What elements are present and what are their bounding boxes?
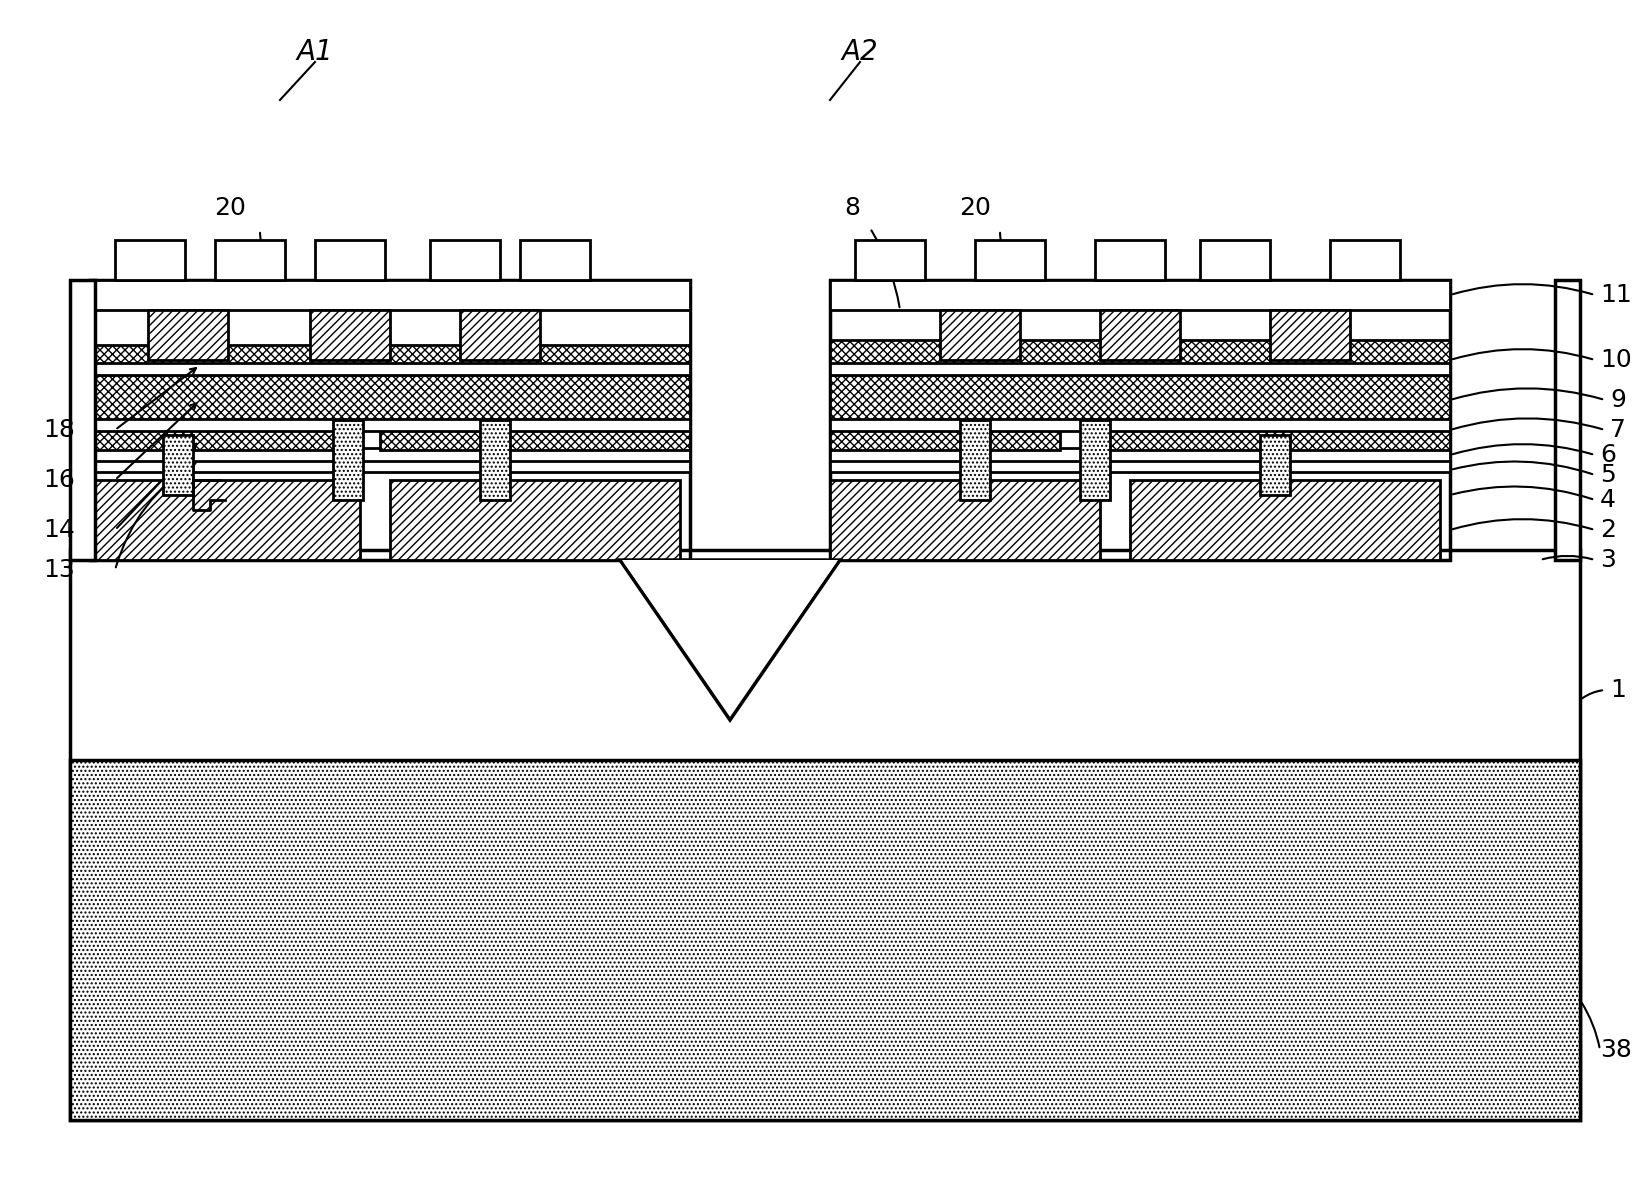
Bar (91, 340, 690, 363)
Bar (1101, 430, 1450, 450)
Bar (1101, 309, 1180, 360)
Text: 9: 9 (1610, 389, 1625, 412)
Bar (333, 420, 363, 500)
Text: A2: A2 (842, 38, 878, 66)
Text: 4: 4 (1600, 488, 1615, 513)
Bar (480, 420, 510, 500)
Text: 38: 38 (1600, 1038, 1632, 1062)
Bar (830, 376, 1450, 419)
Bar (91, 479, 360, 560)
Polygon shape (620, 560, 840, 720)
Text: 16: 16 (43, 468, 74, 492)
Bar (830, 479, 1101, 560)
Polygon shape (622, 560, 838, 715)
Bar (1081, 420, 1110, 500)
Text: 2: 2 (1600, 518, 1615, 542)
Bar (460, 309, 540, 360)
Text: 5: 5 (1600, 463, 1615, 487)
Text: 11: 11 (1600, 283, 1632, 307)
Bar (940, 309, 1020, 360)
Bar (830, 363, 1450, 376)
Text: A1: A1 (297, 38, 333, 66)
Bar (855, 240, 926, 280)
Bar (830, 280, 1450, 309)
Bar (91, 376, 690, 419)
Bar (1096, 240, 1165, 280)
Text: 1: 1 (1610, 678, 1625, 702)
Text: 14: 14 (43, 518, 74, 542)
Bar (91, 363, 690, 376)
Bar (830, 448, 1450, 461)
Bar (214, 240, 285, 280)
Bar (91, 448, 690, 461)
Bar (163, 435, 193, 495)
Bar (148, 309, 228, 360)
Bar (975, 240, 1044, 280)
Bar (1200, 240, 1270, 280)
Bar (431, 240, 500, 280)
Bar (91, 418, 690, 431)
Bar (960, 420, 990, 500)
Bar (69, 280, 96, 560)
Bar (91, 280, 690, 345)
Bar (1270, 309, 1350, 360)
Bar (389, 479, 680, 560)
Text: 6: 6 (1600, 443, 1615, 466)
Text: 3: 3 (1600, 548, 1615, 572)
Bar (830, 430, 1059, 450)
Bar (69, 761, 1581, 1120)
Bar (1554, 280, 1581, 560)
Bar (91, 430, 340, 450)
Bar (116, 240, 185, 280)
Bar (520, 240, 591, 280)
Bar (91, 280, 690, 309)
Bar (315, 240, 384, 280)
Bar (830, 418, 1450, 431)
Bar (1130, 479, 1440, 560)
Text: 20: 20 (214, 196, 246, 220)
Text: 18: 18 (43, 418, 74, 442)
Bar (1261, 435, 1290, 495)
Text: 20: 20 (959, 196, 992, 220)
Bar (69, 550, 1581, 1120)
Text: 13: 13 (43, 557, 74, 582)
Text: 7: 7 (1610, 418, 1625, 442)
Text: 8: 8 (845, 196, 860, 220)
Text: 10: 10 (1600, 348, 1632, 372)
Bar (310, 309, 389, 360)
Bar (380, 430, 690, 450)
Bar (91, 461, 690, 472)
Bar (830, 461, 1450, 472)
Bar (830, 340, 1450, 363)
Bar (1330, 240, 1399, 280)
